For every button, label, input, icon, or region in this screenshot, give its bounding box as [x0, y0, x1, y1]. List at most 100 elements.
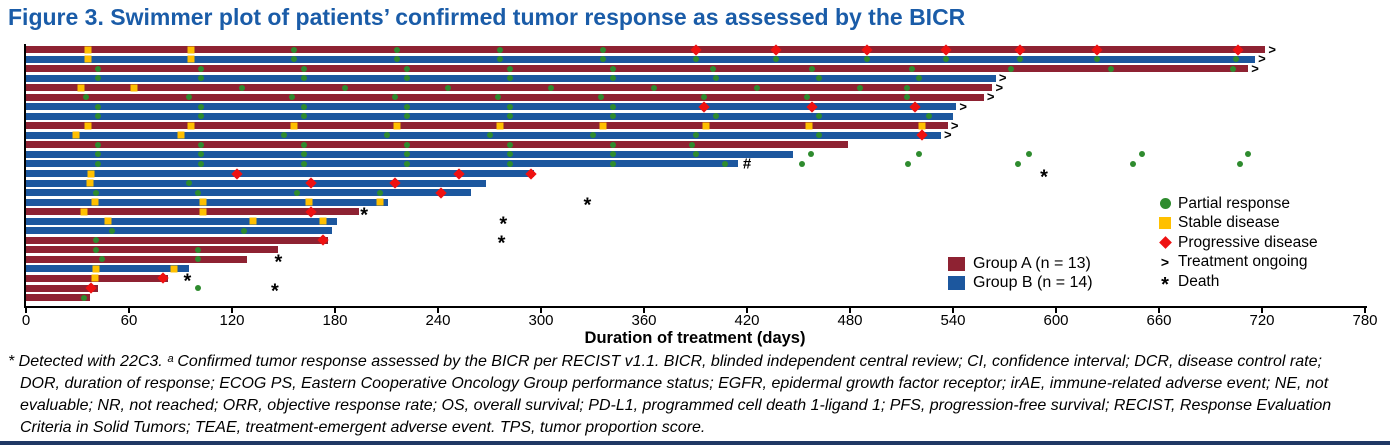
sd-marker: [187, 122, 195, 130]
pr-marker: [610, 113, 617, 120]
death-asterisk: *: [183, 271, 192, 294]
pr-marker: [404, 160, 411, 167]
treatment-ongoing-arrow: >: [986, 89, 995, 105]
pr-marker: [404, 151, 411, 158]
sd-marker: [199, 208, 207, 216]
patient-bar: [26, 112, 953, 120]
death-asterisk: *: [274, 251, 283, 274]
pr-marker: [404, 141, 411, 148]
patient-bar: [26, 284, 99, 292]
pr-marker: [1233, 56, 1240, 63]
pr-marker: [816, 132, 823, 139]
pr-marker: [383, 132, 390, 139]
pr-marker: [93, 246, 100, 253]
footnote-line-3: evaluable; NR, not reached; ORR, objecti…: [20, 397, 1332, 414]
pr-marker: [857, 84, 864, 91]
sd-marker: [84, 46, 92, 53]
pr-marker: [816, 113, 823, 120]
pr-marker: [95, 151, 102, 158]
sd-marker: [130, 84, 138, 92]
pr-marker: [943, 56, 950, 63]
footnote-line-4: Criteria in Solid Tumors; TEAE, treatmen…: [20, 419, 706, 436]
marker-legend: Partial response Stable disease Progress…: [1152, 194, 1318, 296]
x-tick-label: 480: [837, 312, 863, 329]
pr-marker: [98, 256, 105, 263]
death-asterisk: *: [1040, 166, 1048, 189]
pr-marker: [301, 75, 308, 82]
pr-marker: [198, 65, 205, 72]
x-tick: [1158, 306, 1160, 313]
pr-marker: [1229, 65, 1236, 72]
pr-marker: [301, 151, 308, 158]
pr-marker: [610, 103, 617, 110]
x-tick: [437, 306, 439, 313]
pr-marker: [1094, 56, 1101, 63]
sd-marker: [187, 55, 195, 63]
pr-marker: [809, 65, 816, 72]
pr-marker: [804, 94, 811, 101]
pr-marker: [807, 151, 814, 158]
sd-marker: [170, 265, 178, 273]
pr-marker: [689, 141, 696, 148]
pr-marker: [1008, 65, 1015, 72]
x-tick-label: 300: [528, 312, 554, 329]
x-axis-line: [24, 306, 1367, 308]
sd-marker: [599, 122, 607, 130]
sd-marker: [104, 217, 112, 225]
pr-marker: [905, 160, 912, 167]
pr-marker: [816, 75, 823, 82]
x-axis-title: Duration of treatment (days): [584, 329, 806, 347]
patient-bar: [26, 236, 329, 244]
x-tick-label: 540: [940, 312, 966, 329]
progressive-disease-icon: [1152, 236, 1178, 250]
pr-marker: [692, 151, 699, 158]
pr-marker: [548, 84, 555, 91]
pr-marker: [294, 189, 301, 196]
pr-marker: [95, 103, 102, 110]
pr-marker: [1107, 65, 1114, 72]
pr-marker: [495, 94, 502, 101]
pr-marker: [486, 132, 493, 139]
pr-marker: [1245, 151, 1252, 158]
death-asterisk: *: [497, 232, 506, 255]
figure-title: Figure 3. Swimmer plot of patients’ conf…: [8, 4, 966, 30]
sd-marker: [702, 122, 710, 130]
pr-marker: [915, 75, 922, 82]
treatment-ongoing-arrow: >: [950, 117, 959, 133]
patient-bar: [26, 46, 1266, 53]
sd-marker: [918, 122, 926, 130]
legend-group-b: Group B (n = 14): [948, 273, 1093, 292]
patient-bar: [26, 93, 984, 101]
x-tick-label: 420: [734, 312, 760, 329]
pr-marker: [692, 132, 699, 139]
sd-marker: [84, 55, 92, 63]
sd-marker: [805, 122, 813, 130]
x-tick: [231, 306, 233, 313]
death-icon: *: [1161, 273, 1169, 296]
pr-marker: [754, 84, 761, 91]
y-axis-line: [24, 44, 26, 306]
pr-marker: [393, 56, 400, 63]
pr-marker: [1236, 160, 1243, 167]
treatment-ongoing-arrow: >: [1258, 51, 1266, 67]
pr-marker: [610, 141, 617, 148]
pr-marker: [721, 160, 728, 167]
patient-bar: [26, 217, 337, 225]
pr-marker: [651, 84, 658, 91]
x-tick-label: 120: [219, 312, 245, 329]
sd-marker: [72, 131, 80, 139]
pr-marker: [598, 94, 605, 101]
treatment-ongoing-icon: >: [1160, 254, 1170, 271]
x-tick: [25, 306, 27, 313]
sd-marker: [177, 131, 184, 139]
patient-bar: [26, 189, 471, 197]
pr-marker: [95, 65, 102, 72]
group-b-label: Group B (n = 14): [973, 273, 1093, 291]
pr-marker: [392, 94, 399, 101]
pr-marker: [198, 141, 205, 148]
pr-marker: [198, 75, 205, 82]
pr-marker: [393, 46, 400, 53]
pr-marker: [81, 294, 88, 301]
sd-marker: [80, 208, 88, 216]
pr-marker: [713, 75, 720, 82]
